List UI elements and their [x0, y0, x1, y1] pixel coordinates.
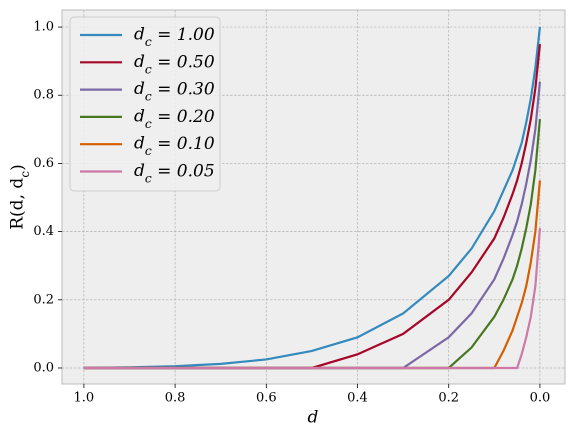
- y-axis-label: R(d, dc): [8, 164, 32, 230]
- y-tick-label: 0.0: [33, 360, 54, 375]
- x-tick-label: 0.4: [347, 391, 368, 406]
- legend-box: [69, 16, 221, 192]
- x-tick-label: 0.8: [165, 391, 186, 406]
- x-tick-label: 0.6: [256, 391, 277, 406]
- series-line: [83, 228, 542, 370]
- series-line: [83, 26, 542, 370]
- x-axis-label: d: [308, 408, 319, 428]
- y-tick-label: 0.4: [33, 224, 54, 239]
- x-tick-label: 1.0: [74, 391, 95, 406]
- legend-label: dc = 0.20: [134, 106, 215, 130]
- y-tick-label: 0.8: [33, 88, 54, 103]
- legend-label: dc = 0.50: [134, 52, 215, 76]
- y-tick-label: 0.6: [33, 156, 54, 171]
- y-tick-label: 1.0: [33, 20, 54, 35]
- x-tick-label: 0.2: [438, 391, 459, 406]
- y-tick-label: 0.2: [33, 292, 54, 307]
- x-tick-label: 0.0: [530, 391, 551, 406]
